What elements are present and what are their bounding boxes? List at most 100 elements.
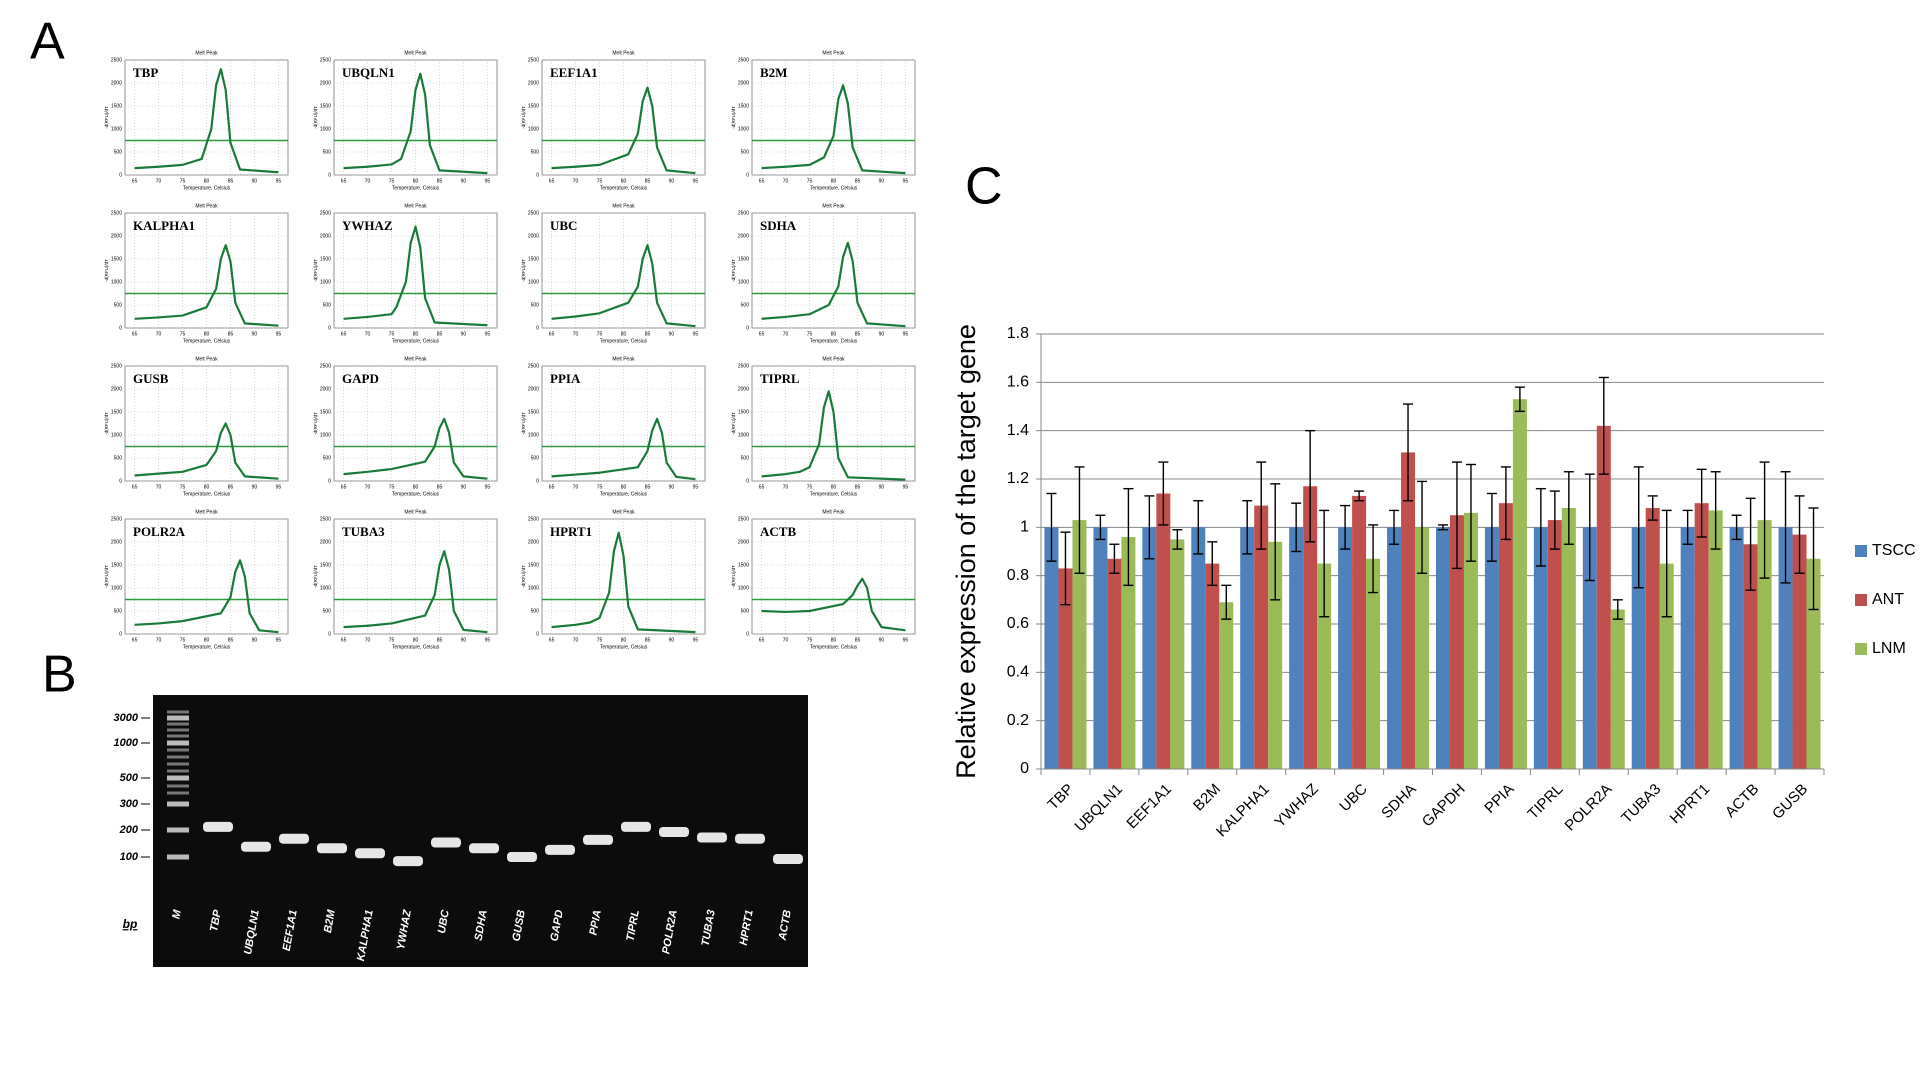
gene-label: TBP [133,65,158,80]
gene-label: TIPRL [760,371,800,386]
bar [1610,609,1625,769]
error-bar [1144,495,1155,560]
melt-curve [343,72,488,175]
y-tick-label: 1500 [528,562,539,568]
bar [1352,495,1367,769]
y-tick-label: 1500 [528,409,539,415]
error-bar [1046,492,1057,562]
x-tick-label: 90 [669,178,675,184]
error-bar [1291,502,1302,553]
x-tick-label: 90 [879,484,885,490]
y-tick-label: 2000 [320,539,331,545]
y-tick-label: 2500 [528,210,539,216]
y-tick-label: 500 [531,149,540,155]
y-tick-label: 0 [536,631,539,637]
y-tick-label: 2500 [738,516,749,522]
x-tick-label: 90 [879,178,885,184]
y-tick-label: 1500 [320,562,331,568]
x-tick-label: 65 [132,331,138,337]
error-bar [1633,466,1644,589]
error-bar [1563,471,1574,545]
x-tick-label: 70 [783,178,789,184]
bar [1121,537,1136,769]
x-tick-label: 80 [413,331,419,337]
x-tick-label: 90 [252,178,258,184]
ladder-band-faint [167,734,189,738]
x-tick-label: 75 [807,178,813,184]
unit-label: bp [123,917,138,931]
y-tick-label: 500 [741,302,750,308]
x-tick-label: 80 [204,331,210,337]
x-tick-label: 90 [461,178,467,184]
x-tick-label: 95 [693,331,699,337]
bar [1219,602,1234,769]
y-axis-label: -d(RFU)/dT [313,106,318,129]
y-tick-label: 0 [1020,760,1029,777]
bar [1484,527,1499,769]
melt-title: Melt Peak [822,50,845,56]
y-tick-label: 0 [119,631,122,637]
x-tick-label: 65 [132,484,138,490]
error-bar [1305,429,1316,543]
x-tick-label: 65 [132,178,138,184]
x-tick-label: 70 [365,331,371,337]
ladder-band-faint [167,710,189,714]
error-bar [1731,514,1742,541]
ladder-label: 1000 [114,737,139,749]
melt-curve [761,390,906,481]
gel-band [697,832,727,843]
bar [1708,510,1723,769]
y-tick-label: 1500 [738,409,749,415]
y-tick-label: 1000 [528,585,539,591]
bar [1435,527,1450,769]
bar [1806,558,1821,769]
ladder-label: 500 [120,772,139,784]
ladder-band [167,740,189,746]
error-bar [1647,495,1658,521]
x-tick-label: 85 [228,484,234,490]
error-bar [1745,497,1756,591]
error-bar [1368,524,1379,594]
legend-swatch [1855,643,1867,655]
ladder-band-faint [167,722,189,726]
error-bar [1500,466,1511,541]
melt-curve [134,244,279,327]
y-tick-label: 1500 [738,562,749,568]
gel-band [621,821,651,832]
x-tick-label: 75 [597,484,603,490]
x-tick-label: 70 [573,178,579,184]
gel-band [241,841,271,852]
y-tick-label: 500 [323,455,332,461]
y-tick-label: 500 [741,608,750,614]
x-tick-label: 85 [855,178,861,184]
x-tick-label: 95 [903,178,909,184]
bar [1303,486,1318,769]
y-axis-label: -d(RFU)/dT [313,259,318,282]
lane-label: SDHA [473,909,490,942]
y-axis-label: -d(RFU)/dT [521,412,526,435]
ladder-label: 300 [120,798,139,810]
error-bar [1221,584,1232,620]
x-tick-label: 65 [759,484,765,490]
x-tick-label: 75 [389,484,395,490]
gene-label: GAPD [342,371,379,386]
x-tick-label: 75 [180,331,186,337]
melt-curve [551,417,696,481]
y-tick-label: 2500 [528,57,539,63]
x-axis-label: Temperature, Celsius [392,491,440,497]
y-tick-label: 2000 [738,386,749,392]
panel-label: A [30,13,65,71]
x-tick-label: 75 [389,178,395,184]
x-tick-label: 80 [831,178,837,184]
x-tick-label: 75 [597,331,603,337]
y-tick-label: 2000 [111,386,122,392]
y-tick-label: 500 [531,608,540,614]
y-axis-label: -d(RFU)/dT [731,565,736,588]
y-tick-label: 1000 [738,432,749,438]
y-tick-label: 1.4 [1007,422,1029,439]
y-tick-label: 0 [328,631,331,637]
x-tick-label: 85 [645,637,651,643]
x-tick-label: 85 [855,484,861,490]
x-axis-label: Temperature, Celsius [600,338,648,344]
error-bar [1486,492,1497,562]
